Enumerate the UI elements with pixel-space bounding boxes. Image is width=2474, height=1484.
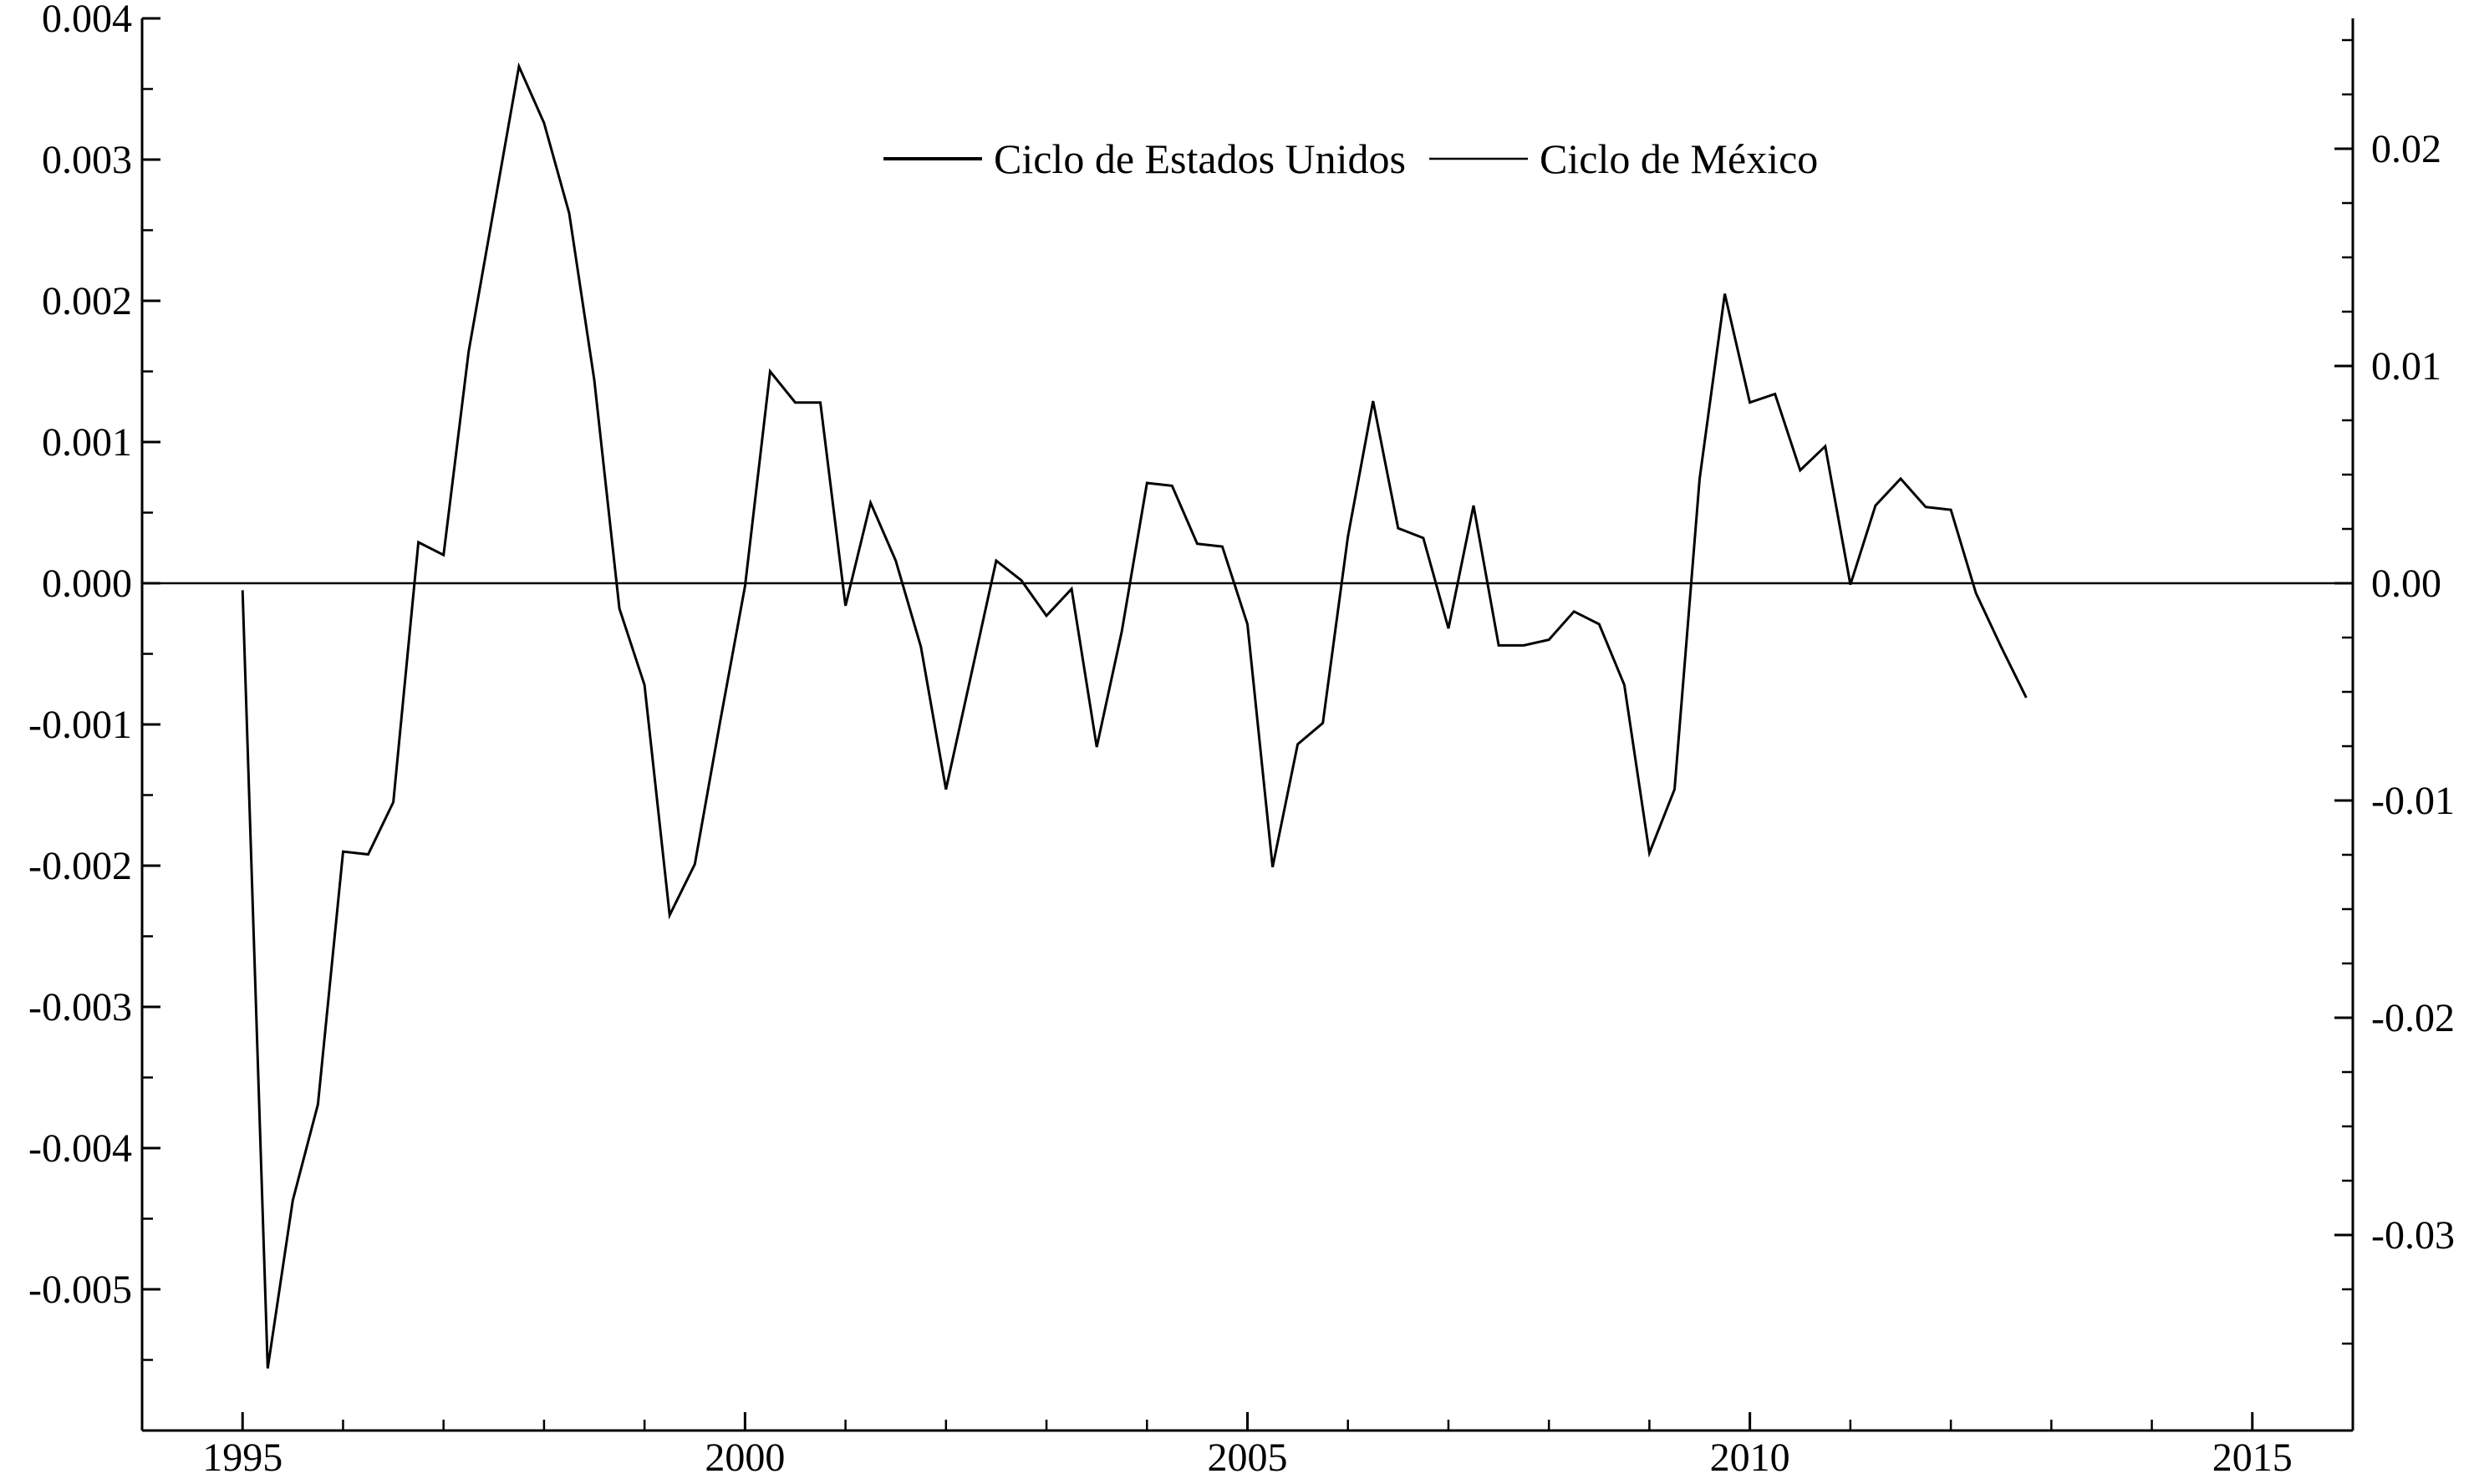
y-left-tick-label: 0.001 xyxy=(42,420,132,465)
series-line-1 xyxy=(241,62,2028,1369)
x-tick-label: 2015 xyxy=(2212,1436,2293,1480)
y-right-tick-label: -0.01 xyxy=(2371,779,2455,823)
y-right-tick-label: -0.02 xyxy=(2371,996,2455,1040)
y-left-tick-label: 0.004 xyxy=(42,0,132,41)
y-right-tick-label: 0.01 xyxy=(2371,344,2441,389)
x-axis: 1995 2000 2005 2010 2015 xyxy=(140,1412,2354,1480)
x-tick-label: 2005 xyxy=(1208,1436,1288,1480)
y-left-tick-label: 0.003 xyxy=(42,138,132,182)
y-right-tick-label: -0.03 xyxy=(2371,1213,2455,1258)
legend-label: Ciclo de México xyxy=(1540,135,1818,182)
plot-frame xyxy=(140,18,2354,1432)
series-layer xyxy=(241,62,2028,1369)
legend-label: Ciclo de Estados Unidos xyxy=(994,135,1406,182)
x-tick-label: 2000 xyxy=(705,1436,785,1480)
legend: Ciclo de Estados Unidos Ciclo de México xyxy=(883,135,1818,182)
y-axis-left: 0.004 0.003 0.002 0.001 0.000 -0.001 -0.002 -0.… xyxy=(28,0,160,1432)
y-left-tick-label: -0.004 xyxy=(28,1126,132,1171)
y-left-tick-label: -0.002 xyxy=(28,844,132,888)
y-left-tick-label: 0.002 xyxy=(42,279,132,323)
x-tick-label: 2010 xyxy=(1710,1436,1790,1480)
y-right-tick-label: 0.02 xyxy=(2371,127,2441,171)
y-left-tick-label: -0.005 xyxy=(28,1268,132,1312)
y-axis-right: 0.02 0.01 0.00 -0.01 -0.02 -0.03 xyxy=(2334,38,2455,1345)
y-left-tick-label: 0.000 xyxy=(42,562,132,606)
y-right-tick-label: 0.00 xyxy=(2371,562,2441,606)
y-left-tick-label: -0.003 xyxy=(28,985,132,1029)
x-tick-label: 1995 xyxy=(202,1436,283,1480)
y-left-tick-label: -0.001 xyxy=(28,703,132,747)
